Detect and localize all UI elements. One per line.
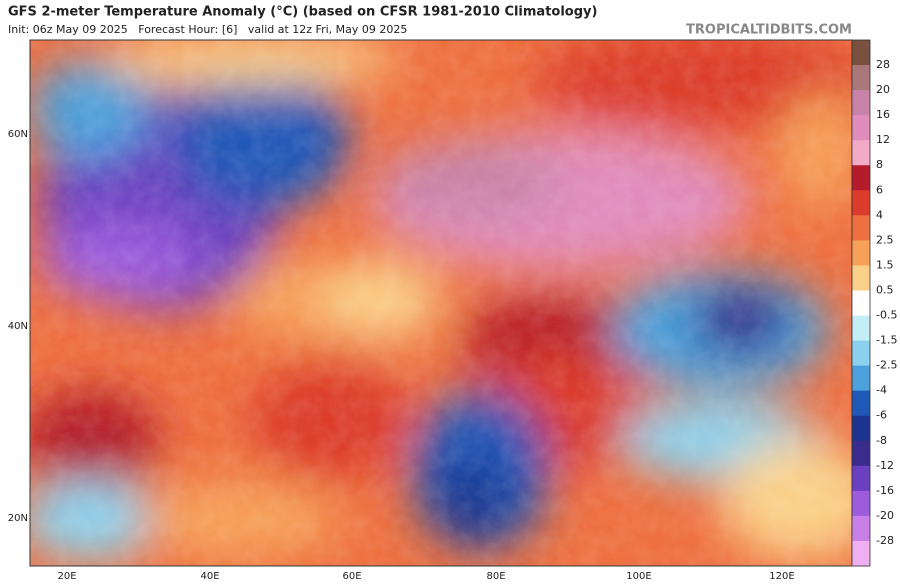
colorbar-band (852, 490, 870, 517)
colorbar-label: 12 (876, 133, 890, 146)
colorbar-band (852, 515, 870, 542)
colorbar-band (852, 90, 870, 116)
colorbar-band (852, 140, 870, 166)
colorbar-label: 20 (876, 83, 890, 96)
colorbar-label: 1.5 (876, 258, 894, 271)
colorbar-label: -6 (876, 409, 887, 422)
subtitle: Init: 06z May 09 2025 Forecast Hour: [6]… (8, 23, 407, 36)
colorbar-label: -20 (876, 509, 894, 522)
colorbar-label: -12 (876, 459, 894, 472)
colorbar-band (852, 365, 870, 392)
colorbar-label: 16 (876, 108, 890, 121)
colorbar-band (852, 65, 870, 91)
colorbar-label: 8 (876, 158, 883, 171)
colorbar-band (852, 240, 870, 266)
colorbar-label: -8 (876, 434, 887, 447)
colorbar-label: 0.5 (876, 283, 894, 296)
colorbar-band (852, 540, 870, 567)
colorbar-band (852, 440, 870, 467)
colorbar-band (852, 190, 870, 216)
colorbar-band (852, 465, 870, 492)
source: TROPICALTIDBITS.COM (686, 23, 852, 38)
colorbar-label: 28 (876, 58, 890, 71)
colorbar-label: 6 (876, 183, 883, 196)
latitude-label: 20N (8, 513, 28, 524)
longitude-label: 40E (200, 571, 219, 582)
colorbar-band (852, 315, 870, 342)
colorbar-band (852, 40, 870, 66)
colorbar-label: -4 (876, 384, 887, 397)
longitude-label: 80E (486, 571, 505, 582)
longitude-label: 60E (342, 571, 361, 582)
longitude-label: 20E (57, 571, 76, 582)
axis-labels: 60N 40N 20N 20E 40E 60E 80E 100E 120E (8, 129, 795, 582)
colorbar-label: -28 (876, 534, 894, 547)
colorbar-band (852, 115, 870, 141)
colorbar-band (852, 265, 870, 291)
colorbar-band (852, 290, 870, 317)
colorbar-label: 2.5 (876, 233, 894, 246)
colorbar-label: -1.5 (876, 334, 897, 347)
anomaly-field (30, 40, 852, 566)
latitude-label: 40N (8, 321, 28, 332)
colorbar-label: -2.5 (876, 359, 897, 372)
longitude-label: 120E (769, 571, 794, 582)
longitude-label: 100E (626, 571, 651, 582)
colorbar-band (852, 215, 870, 241)
colorbar-band (852, 165, 870, 191)
colorbar-label: -16 (876, 484, 894, 497)
colorbar: 28 20 16 12 8 6 4 2.5 1.5 0.5 -0.5 -1.5 -2.5 -4 -6 -8 -1… (851, 39, 897, 567)
latitude-label: 60N (8, 129, 28, 140)
colorbar-label: -0.5 (876, 309, 897, 322)
colorbar-band (852, 415, 870, 442)
colorbar-label: 4 (876, 208, 883, 221)
colorbar-frame (851, 39, 871, 567)
title: GFS 2-meter Temperature Anomaly (°C) (ba… (8, 5, 597, 20)
colorbar-band (852, 390, 870, 417)
colorbar-band (852, 340, 870, 367)
